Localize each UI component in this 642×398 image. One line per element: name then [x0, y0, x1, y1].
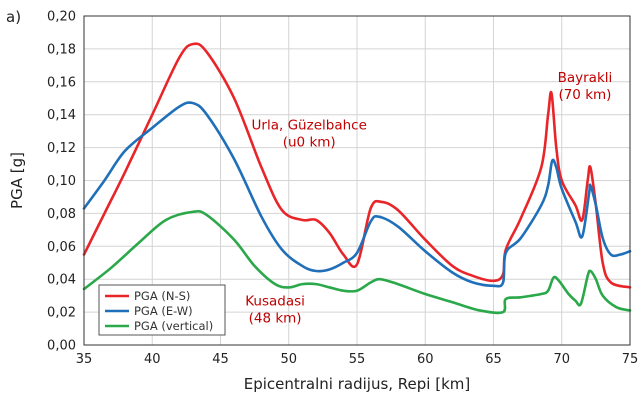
- y-axis-title: PGA [g]: [8, 152, 26, 209]
- y-tick-label: 0,00: [47, 339, 76, 354]
- x-tick-label: 60: [417, 352, 434, 367]
- x-tick-label: 40: [144, 352, 161, 367]
- legend-label: PGA (vertical): [134, 319, 213, 333]
- legend: PGA (N-S)PGA (E-W)PGA (vertical): [98, 284, 226, 336]
- x-tick-label: 65: [485, 352, 502, 367]
- x-tick-label: 75: [622, 352, 639, 367]
- y-tick-label: 0,16: [47, 75, 76, 90]
- x-tick-label: 70: [553, 352, 570, 367]
- annotation-line: Urla, Güzelbahce: [252, 118, 367, 134]
- y-tick-label: 0,18: [47, 42, 76, 57]
- x-tick-label: 45: [212, 352, 229, 367]
- annotation-2: Kusadasi (48 km): [245, 294, 305, 327]
- legend-label: PGA (E-W): [134, 304, 193, 318]
- y-tick-label: 0,04: [47, 273, 76, 288]
- y-tick-label: 0,06: [47, 240, 76, 255]
- tick-labels: 0,00 0,02 0,04 0,06 0,08 0,10 0,12 0,14 0,16 0,18…: [47, 10, 638, 368]
- annotation-1: Bayrakli (70 km): [558, 70, 613, 103]
- annotation-line: (u0 km): [283, 135, 336, 151]
- annotation-line: Bayrakli: [558, 70, 613, 86]
- y-tick-label: 0,10: [47, 174, 76, 189]
- plot-frame: [83, 15, 631, 346]
- x-axis-title: Epicentralni radijus, Repi [km]: [244, 375, 471, 393]
- y-tick-label: 0,02: [47, 306, 76, 321]
- series-layer: [82, 42, 632, 315]
- annotation-0: Urla, Güzelbahce (u0 km): [252, 118, 367, 151]
- series-line-1: [82, 101, 632, 288]
- y-tick-label: 0,08: [47, 207, 76, 222]
- series-line-0: [82, 42, 632, 289]
- annotation-line: Kusadasi: [245, 294, 305, 310]
- series-line-2: [82, 209, 632, 315]
- x-tick-label: 35: [76, 352, 93, 367]
- annotation-line: (70 km): [558, 87, 611, 103]
- y-tick-label: 0,12: [47, 141, 76, 156]
- x-tick-label: 50: [280, 352, 297, 367]
- annotation-line: (48 km): [249, 311, 302, 327]
- annotations: Urla, Güzelbahce (u0 km) Bayrakli (70 km) Ku…: [245, 70, 612, 327]
- y-tick-label: 0,20: [47, 10, 76, 25]
- legend-label: PGA (N-S): [134, 289, 190, 303]
- panel-label: a): [6, 8, 21, 26]
- x-tick-label: 55: [349, 352, 366, 367]
- y-tick-label: 0,14: [47, 108, 76, 123]
